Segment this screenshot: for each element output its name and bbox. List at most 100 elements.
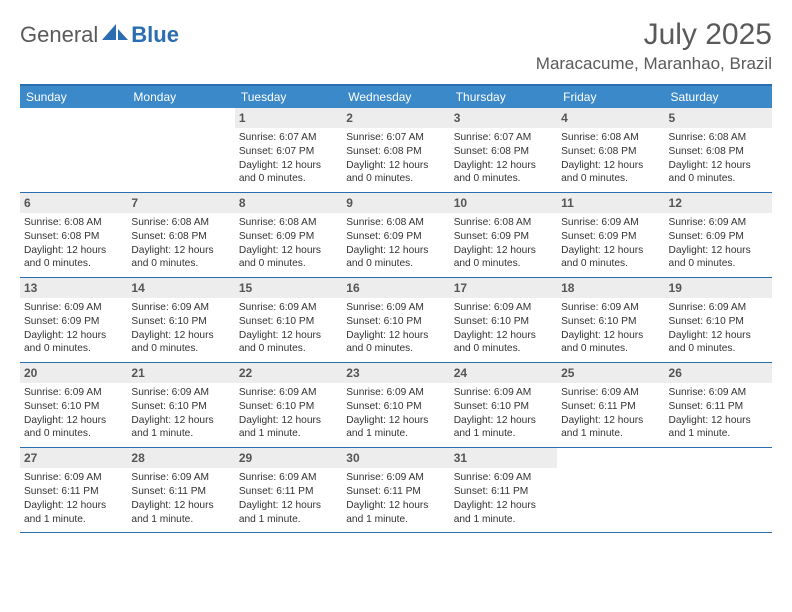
day-info: Sunrise: 6:09 AMSunset: 6:11 PMDaylight:… — [239, 471, 338, 526]
day-number: 27 — [20, 448, 127, 468]
daylight-line: Daylight: 12 hours and 1 minute. — [454, 414, 553, 442]
day-number: 1 — [235, 108, 342, 128]
sunrise-line: Sunrise: 6:08 AM — [669, 131, 768, 145]
day-cell: 6Sunrise: 6:08 AMSunset: 6:08 PMDaylight… — [20, 193, 127, 277]
day-info: Sunrise: 6:09 AMSunset: 6:10 PMDaylight:… — [454, 386, 553, 441]
daylight-line: Daylight: 12 hours and 0 minutes. — [131, 329, 230, 357]
page-header: General Blue July 2025 Maracacume, Maran… — [20, 18, 772, 74]
day-info: Sunrise: 6:09 AMSunset: 6:11 PMDaylight:… — [454, 471, 553, 526]
day-number: 26 — [665, 363, 772, 383]
daylight-line: Daylight: 12 hours and 0 minutes. — [131, 244, 230, 272]
day-info: Sunrise: 6:09 AMSunset: 6:10 PMDaylight:… — [454, 301, 553, 356]
dow-friday: Friday — [557, 86, 664, 108]
day-number: 29 — [235, 448, 342, 468]
daylight-line: Daylight: 12 hours and 0 minutes. — [239, 329, 338, 357]
day-info: Sunrise: 6:09 AMSunset: 6:11 PMDaylight:… — [131, 471, 230, 526]
day-info: Sunrise: 6:09 AMSunset: 6:10 PMDaylight:… — [239, 386, 338, 441]
sunset-line: Sunset: 6:10 PM — [669, 315, 768, 329]
sunset-line: Sunset: 6:08 PM — [669, 145, 768, 159]
day-info: Sunrise: 6:09 AMSunset: 6:09 PMDaylight:… — [669, 216, 768, 271]
sunset-line: Sunset: 6:11 PM — [454, 485, 553, 499]
day-number: 30 — [342, 448, 449, 468]
sunrise-line: Sunrise: 6:09 AM — [561, 386, 660, 400]
day-info: Sunrise: 6:09 AMSunset: 6:09 PMDaylight:… — [561, 216, 660, 271]
day-info: Sunrise: 6:08 AMSunset: 6:08 PMDaylight:… — [24, 216, 123, 271]
daylight-line: Daylight: 12 hours and 1 minute. — [24, 499, 123, 527]
logo: General Blue — [20, 22, 179, 48]
day-cell: 5Sunrise: 6:08 AMSunset: 6:08 PMDaylight… — [665, 108, 772, 192]
week-row: 13 Sunrise: 6:09 AMSunset: 6:09 PM Dayligh… — [20, 278, 772, 363]
sunrise-line: Sunrise: 6:08 AM — [24, 216, 123, 230]
day-cell: 25Sunrise: 6:09 AMSunset: 6:11 PMDayligh… — [557, 363, 664, 447]
day-number: 18 — [557, 278, 664, 298]
day-number: 15 — [235, 278, 342, 298]
day-info: Sunrise: 6:09 AMSunset: 6:11 PMDaylight:… — [669, 386, 768, 441]
day-cell: 28 Sunrise: 6:09 AMSunset: 6:11 PMDayligh… — [127, 448, 234, 532]
dow-saturday: Saturday — [665, 86, 772, 108]
day-cell: 22Sunrise: 6:09 AMSunset: 6:10 PMDayligh… — [235, 363, 342, 447]
day-cell: 2Sunrise: 6:07 AMSunset: 6:08 PMDaylight… — [342, 108, 449, 192]
title-month: July 2025 — [536, 18, 772, 52]
dow-monday: Monday — [127, 86, 234, 108]
sunrise-line: Sunrise: 6:08 AM — [239, 216, 338, 230]
day-number: 9 — [342, 193, 449, 213]
day-number: 31 — [450, 448, 557, 468]
day-number: 28 — [127, 448, 234, 468]
daylight-line: Daylight: 12 hours and 0 minutes. — [239, 159, 338, 187]
day-cell: 29 Sunrise: 6:09 AMSunset: 6:11 PMDayligh… — [235, 448, 342, 532]
day-info: Sunrise: 6:08 AMSunset: 6:08 PMDaylight:… — [561, 131, 660, 186]
sail-icon — [102, 24, 128, 47]
day-cell: 26 Sunrise: 6:09 AMSunset: 6:11 PMDayligh… — [665, 363, 772, 447]
day-number: 21 — [127, 363, 234, 383]
title-location: Maracacume, Maranhao, Brazil — [536, 54, 772, 74]
day-cell: 19Sunrise: 6:09 AMSunset: 6:10 PMDayligh… — [665, 278, 772, 362]
day-cell: 14Sunrise: 6:09 AMSunset: 6:10 PMDayligh… — [127, 278, 234, 362]
day-info: Sunrise: 6:09 AMSunset: 6:10 PMDaylight:… — [239, 301, 338, 356]
sunset-line: Sunset: 6:11 PM — [346, 485, 445, 499]
sunrise-line: Sunrise: 6:07 AM — [346, 131, 445, 145]
sunset-line: Sunset: 6:08 PM — [346, 145, 445, 159]
week-row: 20Sunrise: 6:09 AMSunset: 6:10 PMDayligh… — [20, 363, 772, 448]
day-number: 19 — [665, 278, 772, 298]
sunset-line: Sunset: 6:10 PM — [239, 400, 338, 414]
sunrise-line: Sunrise: 6:08 AM — [131, 216, 230, 230]
day-info: Sunrise: 6:09 AMSunset: 6:10 PMDaylight:… — [131, 386, 230, 441]
daylight-line: Daylight: 12 hours and 0 minutes. — [669, 244, 768, 272]
day-cell: 12Sunrise: 6:09 AMSunset: 6:09 PMDayligh… — [665, 193, 772, 277]
day-cell: 0Sunrise: 0:00 AMSunset: 0:00 PMDaylight… — [665, 448, 772, 532]
sunset-line: Sunset: 6:10 PM — [346, 315, 445, 329]
day-cell: 18Sunrise: 6:09 AMSunset: 6:10 PMDayligh… — [557, 278, 664, 362]
sunrise-line: Sunrise: 6:09 AM — [24, 386, 123, 400]
day-info: Sunrise: 6:08 AMSunset: 6:09 PMDaylight:… — [346, 216, 445, 271]
day-cell: 31 Sunrise: 6:09 AMSunset: 6:11 PMDayligh… — [450, 448, 557, 532]
day-info: Sunrise: 6:08 AMSunset: 6:09 PMDaylight:… — [454, 216, 553, 271]
day-number: 20 — [20, 363, 127, 383]
sunrise-line: Sunrise: 6:09 AM — [346, 386, 445, 400]
day-info: Sunrise: 6:08 AMSunset: 6:09 PMDaylight:… — [239, 216, 338, 271]
sunset-line: Sunset: 6:09 PM — [24, 315, 123, 329]
day-cell: 17Sunrise: 6:09 AMSunset: 6:10 PMDayligh… — [450, 278, 557, 362]
day-cell: 8Sunrise: 6:08 AMSunset: 6:09 PMDaylight… — [235, 193, 342, 277]
sunrise-line: Sunrise: 6:09 AM — [239, 386, 338, 400]
day-cell: 4Sunrise: 6:08 AMSunset: 6:08 PMDaylight… — [557, 108, 664, 192]
daylight-line: Daylight: 12 hours and 1 minute. — [131, 499, 230, 527]
sunrise-line: Sunrise: 6:09 AM — [24, 301, 123, 315]
day-cell: 1 Sunrise: 6:07 AMSunset: 6:07 PMDaylight… — [235, 108, 342, 192]
sunset-line: Sunset: 6:09 PM — [454, 230, 553, 244]
sunset-line: Sunset: 6:08 PM — [24, 230, 123, 244]
logo-text-general: General — [20, 22, 98, 48]
logo-text-blue: Blue — [131, 22, 179, 48]
day-info: Sunrise: 6:09 AMSunset: 6:10 PMDaylight:… — [24, 386, 123, 441]
sunset-line: Sunset: 6:10 PM — [131, 400, 230, 414]
daylight-line: Daylight: 12 hours and 0 minutes. — [239, 244, 338, 272]
day-number: 13 — [20, 278, 127, 298]
sunrise-line: Sunrise: 6:09 AM — [346, 471, 445, 485]
daylight-line: Daylight: 12 hours and 1 minute. — [669, 414, 768, 442]
daylight-line: Daylight: 12 hours and 0 minutes. — [346, 159, 445, 187]
day-info: Sunrise: 6:07 AMSunset: 6:07 PMDaylight:… — [239, 131, 338, 186]
day-cell: 3Sunrise: 6:07 AMSunset: 6:08 PMDaylight… — [450, 108, 557, 192]
day-cell: 27Sunrise: 6:09 AMSunset: 6:11 PMDayligh… — [20, 448, 127, 532]
sunset-line: Sunset: 6:10 PM — [454, 315, 553, 329]
sunrise-line: Sunrise: 6:08 AM — [454, 216, 553, 230]
daylight-line: Daylight: 12 hours and 1 minute. — [131, 414, 230, 442]
